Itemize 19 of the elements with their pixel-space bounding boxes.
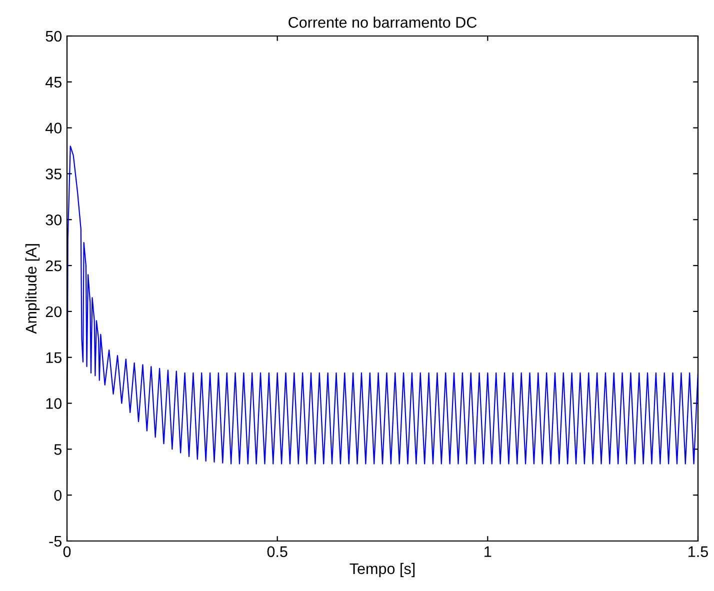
x-axis-title: Tempo [s]: [350, 562, 415, 578]
y-tick-label: 20: [46, 306, 62, 318]
y-tick-label: 35: [46, 168, 62, 180]
x-tick-label: 1: [484, 546, 492, 557]
y-tick-label: 30: [46, 214, 62, 226]
y-tick-label: 25: [46, 260, 62, 272]
y-tick-label: 45: [46, 76, 62, 88]
y-tick-label: 15: [46, 352, 62, 364]
chart-title: Corrente no barramento DC: [288, 16, 477, 28]
y-tick-label: 40: [46, 122, 62, 134]
y-tick-label: 5: [54, 444, 62, 455]
y-tick-label: 50: [46, 30, 62, 42]
y-axis-title: Amplitude [A]: [25, 244, 40, 334]
x-tick-label: 0.5: [267, 546, 288, 558]
y-tick-label: 10: [46, 398, 62, 409]
x-tick-label: 0: [63, 546, 71, 558]
x-tick-label: 1.5: [688, 546, 708, 558]
y-tick-label: 0: [54, 490, 62, 501]
y-tick-label: -5: [49, 536, 62, 547]
